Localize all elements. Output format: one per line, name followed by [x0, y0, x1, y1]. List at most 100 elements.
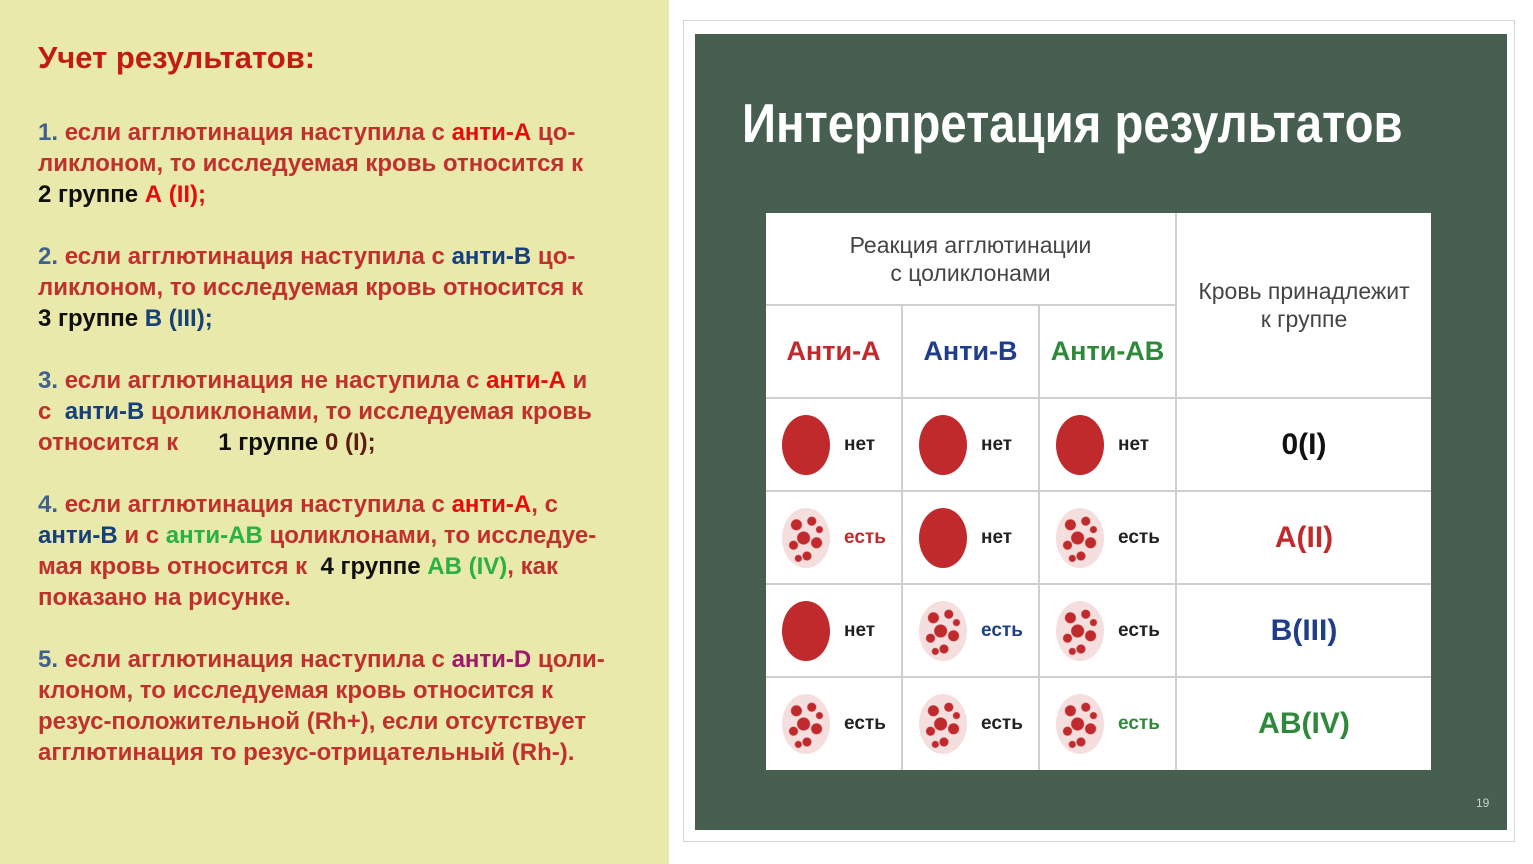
- text-span: цоли-: [531, 646, 605, 673]
- text-span: , с: [531, 491, 558, 518]
- text-span: 4.: [38, 491, 65, 518]
- text-span: анти-АВ: [165, 522, 263, 549]
- agglutinated-blood-drop-icon: [782, 508, 830, 568]
- agglutinated-blood-drop-icon: [1056, 601, 1104, 661]
- agglutinated-blood-drop-icon: [782, 694, 830, 754]
- text-span: 1.: [38, 119, 65, 146]
- blood-drop-icon: [1056, 415, 1104, 475]
- text-span: резус-положительной (Rh+), если отсутств…: [38, 708, 587, 735]
- text-span: ликлоном, то исследуемая кровь относится…: [38, 150, 584, 177]
- reaction-cell: есть: [766, 492, 903, 585]
- blood-drop-icon: [782, 415, 830, 475]
- text-line: 3 группе В (III);: [38, 303, 605, 334]
- text-span: 1 группе: [218, 429, 325, 456]
- text-span: если агглютинация наступила с: [64, 243, 452, 270]
- text-span: с: [38, 398, 65, 425]
- reaction-cell: нет: [766, 585, 903, 678]
- text-span: цо-: [531, 119, 576, 146]
- text-line: 5. если агглютинация наступила с анти-D …: [38, 644, 605, 675]
- text-span: ликлоном, то исследуемая кровь относится…: [38, 274, 584, 301]
- blood-drop-icon: [919, 508, 967, 568]
- text-span: показано на рисунке.: [38, 584, 291, 611]
- reaction-label: нет: [844, 620, 876, 641]
- text-span: относится к: [38, 429, 219, 456]
- text-span: мая кровь относится к: [38, 553, 321, 580]
- column-header-2: Анти-В: [903, 306, 1040, 399]
- text-span: и с: [117, 522, 166, 549]
- text-span: цоликлонами, то исследуе-: [262, 522, 597, 549]
- reaction-label: нет: [1118, 434, 1150, 455]
- text-span: если агглютинация не наступила с: [64, 367, 487, 394]
- reaction-cell: есть: [1040, 492, 1177, 585]
- text-line: 3. если агглютинация не наступила с анти…: [38, 365, 605, 396]
- text-span: цоликлонами, то исследуемая кровь: [144, 398, 592, 425]
- reaction-label: нет: [844, 434, 876, 455]
- text-line: с анти-В цоликлонами, то исследуемая кро…: [38, 396, 605, 427]
- text-line: 1. если агглютинация наступила с анти-А …: [38, 117, 605, 148]
- text-line: 2. если агглютинация наступила с анти-В …: [38, 241, 605, 272]
- text-span: А (II);: [144, 181, 207, 208]
- blood-drop-icon: [919, 415, 967, 475]
- text-span: если агглютинация наступила с: [64, 646, 452, 673]
- text-span: 2 группе: [38, 181, 145, 208]
- paragraph-gap: [38, 334, 605, 365]
- text-span: анти-В: [38, 522, 118, 549]
- text-span: 3.: [38, 367, 65, 394]
- agglutinated-blood-drop-icon: [919, 694, 967, 754]
- text-span: клоном, то исследуемая кровь относится к: [38, 677, 554, 704]
- agglutinated-blood-drop-icon: [1056, 508, 1104, 568]
- header-agglutination-reaction: Реакция агглютинации с цоликлонами: [766, 213, 1177, 306]
- slide-title: Интерпретация результатов: [742, 92, 1403, 154]
- blood-group-result: B(III): [1177, 585, 1431, 678]
- text-span: 4 группе: [320, 553, 428, 580]
- reaction-cell: есть: [766, 678, 903, 770]
- text-span: 2.: [38, 243, 65, 270]
- text-span: анти-D: [451, 646, 532, 673]
- text-span: , как: [507, 553, 558, 580]
- blood-group-result: 0(I): [1177, 399, 1431, 492]
- reaction-label: есть: [1118, 713, 1160, 734]
- reaction-label: есть: [1118, 527, 1160, 548]
- reaction-cell: есть: [903, 678, 1040, 770]
- text-span: цо-: [531, 243, 576, 270]
- text-line: резус-положительной (Rh+), если отсутств…: [38, 706, 605, 737]
- text-line: 4. если агглютинация наступила с анти-А,…: [38, 489, 605, 520]
- reaction-label: нет: [981, 527, 1013, 548]
- text-line: показано на рисунке.: [38, 582, 605, 613]
- reaction-label: есть: [1118, 620, 1160, 641]
- reaction-label: есть: [981, 620, 1023, 641]
- reaction-cell: нет: [903, 399, 1040, 492]
- results-text: 1. если агглютинация наступила с анти-А …: [38, 117, 605, 768]
- paragraph-gap: [38, 613, 605, 644]
- header-blood-group: Кровь принадлежит к группе: [1177, 213, 1431, 399]
- reaction-cell: есть: [1040, 585, 1177, 678]
- reaction-cell: нет: [1040, 399, 1177, 492]
- reaction-label: есть: [844, 527, 886, 548]
- blood-group-result: AB(IV): [1258, 707, 1350, 740]
- reaction-label: нет: [981, 434, 1013, 455]
- text-span: 3 группе: [38, 305, 145, 332]
- interpretation-table: Реакция агглютинации с цоликлонами Кровь …: [766, 213, 1431, 770]
- text-span: агглютинация то резус-отрицательный (Rh-…: [38, 739, 575, 766]
- blood-drop-icon: [782, 601, 830, 661]
- text-span: 0 (I);: [324, 429, 376, 456]
- text-line: агглютинация то резус-отрицательный (Rh-…: [38, 737, 605, 768]
- paragraph-gap: [38, 458, 605, 489]
- text-span: если агглютинация наступила с: [64, 119, 452, 146]
- text-line: ликлоном, то исследуемая кровь относится…: [38, 272, 605, 303]
- reaction-cell: нет: [766, 399, 903, 492]
- reaction-label: есть: [981, 713, 1023, 734]
- text-line: клоном, то исследуемая кровь относится к: [38, 675, 605, 706]
- text-line: 2 группе А (II);: [38, 179, 605, 210]
- agglutinated-blood-drop-icon: [1056, 694, 1104, 754]
- left-panel: Учет результатов: 1. если агглютинация н…: [0, 0, 669, 864]
- blood-group-result: A(II): [1177, 492, 1431, 585]
- reaction-label: есть: [844, 713, 886, 734]
- reaction-cell: есть: [1040, 678, 1177, 770]
- text-span: 5.: [38, 646, 65, 673]
- text-span: анти-В: [64, 398, 145, 425]
- text-line: анти-В и с анти-АВ цоликлонами, то иссле…: [38, 520, 605, 551]
- column-header-1: Анти-А: [766, 306, 903, 399]
- text-span: анти-А: [486, 367, 566, 394]
- paragraph-gap: [38, 210, 605, 241]
